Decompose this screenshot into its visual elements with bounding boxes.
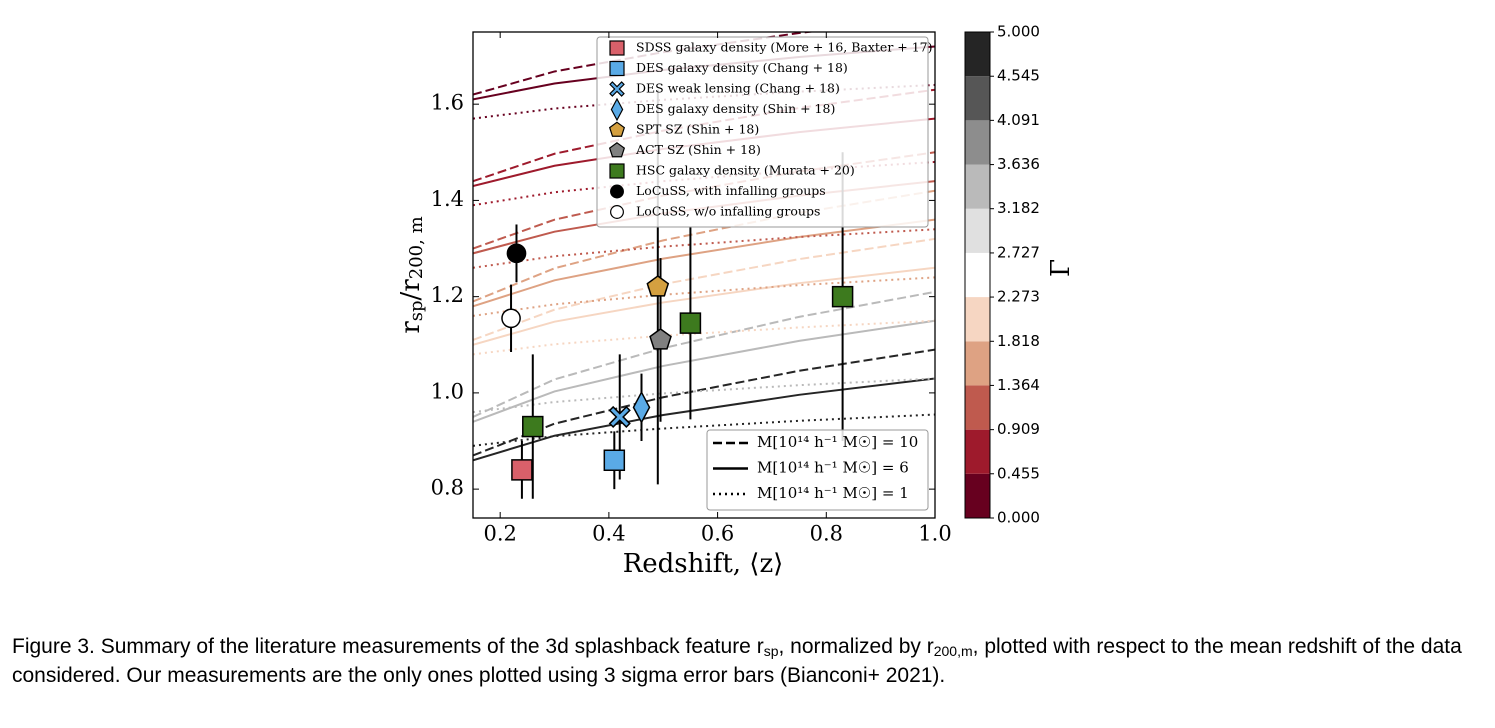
legend-label: M[10¹⁴ h⁻¹ M☉] = 6	[757, 459, 909, 477]
y-tick-label: 1.2	[431, 283, 464, 307]
marker	[608, 142, 626, 158]
marker	[679, 312, 702, 334]
marker	[608, 121, 626, 137]
y-tick-label: 1.0	[431, 379, 464, 403]
legend-label: DES galaxy density (Chang + 18)	[636, 60, 848, 75]
colorbar-tick-label: 2.727	[997, 243, 1040, 261]
x-tick-label: 1.0	[918, 522, 951, 546]
legend-label: DES galaxy density (Shin + 18)	[636, 101, 835, 116]
colorbar-band	[965, 341, 990, 386]
colorbar-band	[965, 429, 990, 474]
model-curve	[473, 218, 935, 308]
legend-label: LoCuSS, w/o infalling groups	[636, 204, 820, 219]
colorbar-band	[965, 76, 990, 121]
colorbar-band	[965, 252, 990, 298]
marker	[610, 97, 624, 122]
colorbar-tick-label: 4.545	[997, 67, 1040, 85]
x-tick-label: 0.6	[701, 522, 734, 546]
colorbar-tick-label: 5.000	[997, 23, 1040, 41]
marker	[610, 205, 624, 219]
model-curve	[473, 266, 935, 346]
colorbar-band	[965, 473, 990, 518]
marker	[609, 60, 625, 77]
marker	[649, 328, 672, 350]
colorbar-tick-label: 3.182	[997, 199, 1040, 217]
figure-caption: Figure 3. Summary of the literature meas…	[12, 635, 1462, 687]
marker	[511, 459, 533, 481]
legend-label: SPT SZ (Shin + 18)	[636, 122, 759, 137]
y-tick-label: 1.6	[431, 91, 464, 115]
model-curve	[473, 276, 935, 317]
colorbar-band	[965, 164, 990, 209]
y-axis-label: rsp/r200, m	[396, 216, 427, 333]
marker	[608, 405, 631, 429]
marker	[646, 275, 670, 297]
colorbar-tick-label: 4.091	[997, 111, 1040, 129]
model-curve	[473, 413, 935, 447]
colorbar-tick-label: 3.636	[997, 155, 1040, 173]
model-curve	[473, 319, 935, 356]
model-curve	[473, 377, 935, 462]
legend-label: HSC galaxy density (Murata + 20)	[636, 163, 855, 178]
x-tick-label: 0.4	[592, 522, 625, 546]
colorbar-band	[965, 297, 990, 342]
marker	[609, 81, 625, 97]
colorbar-tick-label: 0.000	[997, 509, 1040, 527]
colorbar-band	[965, 120, 990, 165]
marker	[831, 285, 854, 308]
legend-label: M[10¹⁴ h⁻¹ M☉] = 10	[757, 433, 918, 451]
marker	[506, 243, 527, 264]
colorbar-tick-label: 0.455	[997, 464, 1040, 482]
legend-label: M[10¹⁴ h⁻¹ M☉] = 1	[757, 484, 909, 502]
colorbar-tick-label: 0.909	[997, 420, 1040, 438]
colorbar-frame	[964, 31, 991, 519]
axes-frame	[472, 31, 936, 519]
legend-box	[596, 36, 929, 228]
marker	[603, 449, 626, 472]
colorbar-tick-label: 1.818	[997, 332, 1040, 350]
colorbar-band	[965, 385, 990, 430]
legend-label: ACT SZ (Shin + 18)	[635, 142, 761, 157]
colorbar-tick-label: 1.364	[997, 376, 1040, 394]
legend-label: LoCuSS, with infalling groups	[636, 183, 826, 198]
colorbar-tick-label: 2.273	[997, 288, 1040, 306]
marker	[610, 184, 624, 199]
model-curve	[473, 377, 935, 414]
chart: Redshift, ⟨z⟩ rsp/r200, m Γ 0.2 0.4 0.6 0.8…	[396, 23, 1076, 580]
marker	[609, 163, 625, 179]
colorbar-band	[965, 32, 990, 77]
marker	[632, 390, 651, 424]
x-tick-label: 0.8	[810, 522, 843, 546]
marker	[522, 415, 544, 438]
model-curve	[473, 290, 935, 418]
marker	[609, 40, 625, 56]
x-tick-label: 0.2	[483, 522, 516, 546]
marker	[501, 308, 521, 329]
model-curve	[473, 319, 935, 423]
y-tick-label: 0.8	[431, 476, 464, 500]
legend-box	[706, 429, 929, 511]
colorbar-band	[965, 208, 990, 253]
x-axis-label: Redshift, ⟨z⟩	[623, 549, 784, 579]
y-tick-label: 1.4	[431, 187, 464, 211]
legend-label: DES weak lensing (Chang + 18)	[636, 81, 840, 96]
model-curve	[473, 228, 935, 269]
legend-label: SDSS galaxy density (More + 16, Baxter +…	[636, 40, 933, 55]
colorbar-label: Γ	[1046, 259, 1076, 277]
